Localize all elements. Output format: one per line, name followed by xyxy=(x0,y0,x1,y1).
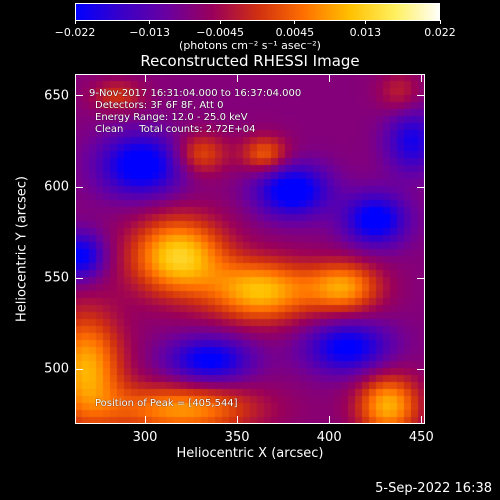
y-tick xyxy=(75,95,83,97)
y-tick-label: 650 xyxy=(44,88,69,104)
x-tick xyxy=(144,74,146,82)
colorbar-tick xyxy=(364,20,366,24)
y-tick xyxy=(75,368,83,370)
heatmap-image xyxy=(75,74,425,424)
x-tick xyxy=(420,416,422,424)
colorbar-units: (photons cm⁻² s⁻¹ asec⁻²) xyxy=(179,39,321,52)
x-tick xyxy=(144,416,146,424)
x-tick-label: 300 xyxy=(132,430,158,445)
y-tick-label: 550 xyxy=(44,270,69,286)
colorbar-tick-label: −0.013 xyxy=(129,26,171,39)
colorbar-tick xyxy=(219,20,221,24)
info-time-range: 9-Nov-2017 16:31:04.000 to 16:37:04.000 xyxy=(89,88,302,99)
info-algorithm: Clean Total counts: 2.72E+04 xyxy=(95,124,256,135)
colorbar-gradient xyxy=(75,3,440,21)
y-tick xyxy=(417,368,425,370)
info-detectors: Detectors: 3F 6F 8F, Att 0 xyxy=(95,100,224,111)
colorbar-tick-label: 0.0045 xyxy=(275,26,315,39)
colorbar-tick xyxy=(439,20,441,24)
x-axis-label: Heliocentric X (arcsec) xyxy=(176,446,324,461)
x-tick xyxy=(236,74,238,82)
y-tick xyxy=(417,95,425,97)
y-tick-label: 500 xyxy=(44,361,69,377)
y-tick-label: 600 xyxy=(44,179,69,195)
x-tick-label: 400 xyxy=(316,430,342,445)
y-axis-label: Heliocentric Y (arcsec) xyxy=(14,176,30,322)
colorbar-tick-label: 0.013 xyxy=(349,26,382,39)
chart-title: Reconstructed RHESSI Image xyxy=(140,52,360,70)
x-tick xyxy=(420,74,422,82)
colorbar-tick xyxy=(74,20,76,24)
info-energy-range: Energy Range: 12.0 - 25.0 keV xyxy=(95,112,248,123)
y-tick xyxy=(417,277,425,279)
colorbar-tick-label: 0.022 xyxy=(424,26,456,39)
y-tick xyxy=(75,277,83,279)
x-tick xyxy=(236,416,238,424)
info-peak-position: Position of Peak = [405,544] xyxy=(95,398,238,409)
colorbar-tick xyxy=(149,20,151,24)
colorbar-tick xyxy=(294,20,296,24)
plot-area: 300 350 400 450 500 550 600 650 9-Nov-2017 16:3… xyxy=(44,74,434,445)
colorbar-tick-label: −0.022 xyxy=(54,26,96,39)
colorbar-tick-label: −0.0045 xyxy=(196,26,245,39)
y-tick xyxy=(75,186,83,188)
timestamp: 5-Sep-2022 16:38 xyxy=(375,481,492,496)
x-tick xyxy=(328,416,330,424)
x-tick-label: 350 xyxy=(224,430,250,445)
y-tick xyxy=(417,186,425,188)
x-tick xyxy=(328,74,330,82)
x-tick-label: 450 xyxy=(408,430,434,445)
